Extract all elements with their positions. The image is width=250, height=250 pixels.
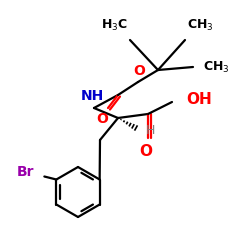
Text: NH: NH <box>80 89 104 103</box>
Text: O: O <box>133 64 145 78</box>
Text: H: H <box>146 124 156 136</box>
Text: Br: Br <box>17 166 34 179</box>
Text: H$_3$C: H$_3$C <box>101 18 128 33</box>
Text: O: O <box>96 112 108 126</box>
Text: CH$_3$: CH$_3$ <box>187 18 214 33</box>
Text: OH: OH <box>186 92 212 106</box>
Text: CH$_3$: CH$_3$ <box>203 60 230 74</box>
Text: O: O <box>140 144 152 159</box>
